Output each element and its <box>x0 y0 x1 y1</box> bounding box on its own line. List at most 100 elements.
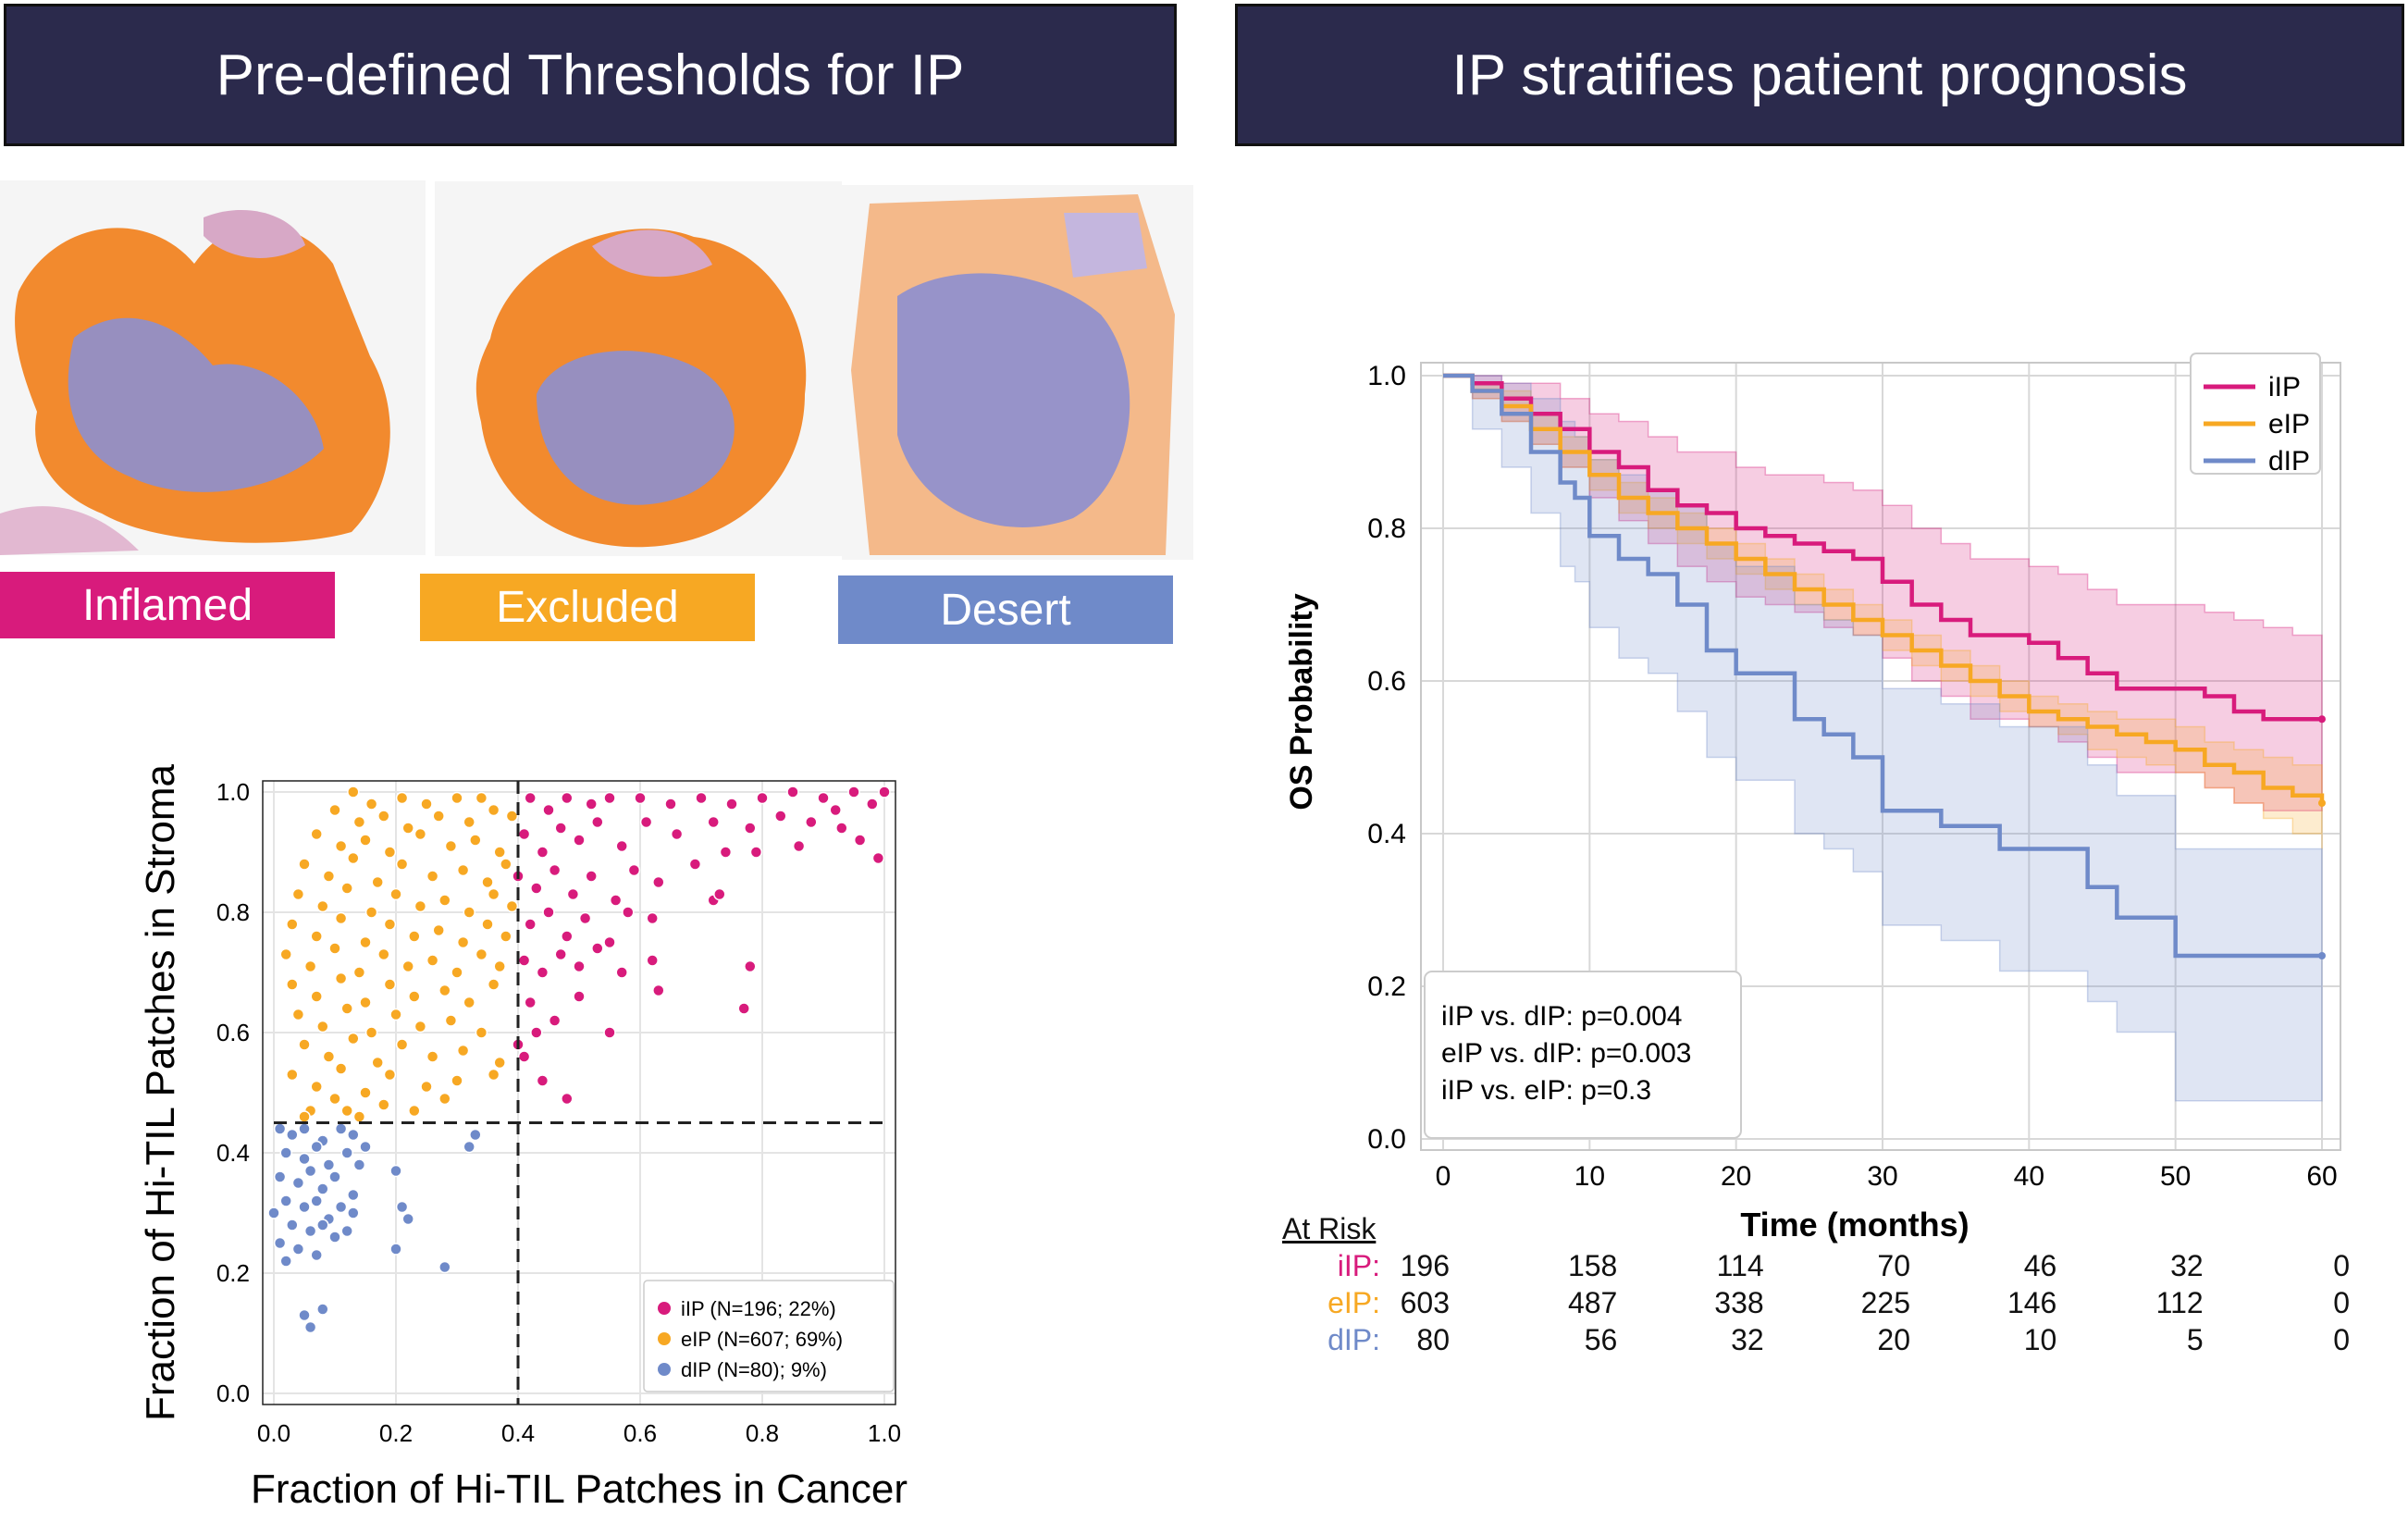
scatter-point-dIP <box>347 1128 360 1142</box>
scatter-point-iIP <box>713 887 726 901</box>
scatter-point-iIP <box>835 822 848 835</box>
scatter-point-dIP <box>328 1231 341 1244</box>
scatter-point-eIP <box>420 1080 433 1094</box>
scatter-point-eIP <box>316 1020 329 1033</box>
scatter-point-eIP <box>401 822 414 835</box>
left-banner-title: Pre-defined Thresholds for IP <box>4 4 1177 146</box>
scatter-point-eIP <box>395 1038 409 1051</box>
scatter-point-eIP <box>359 935 372 949</box>
scatter-point-iIP <box>707 815 720 829</box>
scatter-point-dIP <box>316 1303 329 1316</box>
scatter-point-eIP <box>481 875 494 889</box>
scatter-point-eIP <box>469 834 482 847</box>
km-endpoint-iIP <box>2318 715 2326 724</box>
km-curve-dIP <box>1443 373 2322 959</box>
scatter-frame <box>262 780 896 1405</box>
scatter-point-dIP <box>310 1248 323 1262</box>
scatter-point-iIP <box>634 791 647 805</box>
scatter-point-dIP <box>469 1128 482 1142</box>
km-endpoint-eIP <box>2318 799 2326 807</box>
scatter-legend-box <box>643 1280 895 1392</box>
scatter-point-eIP <box>371 875 384 889</box>
scatter-legend-label-dIP: dIP (N=80); 9%) <box>681 1358 827 1381</box>
scatter-point-eIP <box>432 810 445 823</box>
scatter-point-iIP <box>536 966 550 979</box>
scatter-point-eIP <box>493 1056 506 1070</box>
at-risk-cell: 196 <box>1400 1249 1450 1282</box>
excluded-tissue-image <box>435 181 842 556</box>
scatter-point-dIP <box>334 1122 348 1135</box>
scatter-y-tick: 1.0 <box>216 778 250 806</box>
at-risk-cell: 5 <box>2186 1323 2204 1356</box>
scatter-point-eIP <box>505 810 519 823</box>
scatter-point-eIP <box>426 954 439 967</box>
scatter-point-iIP <box>561 930 574 943</box>
scatter-point-iIP <box>853 834 867 847</box>
scatter-point-iIP <box>548 863 562 877</box>
scatter-y-tick: 0.4 <box>216 1139 250 1167</box>
km-x-tick: 10 <box>1574 1161 1605 1192</box>
right-banner-title: IP stratifies patient prognosis <box>1235 4 2404 146</box>
desert-tissue-image <box>842 185 1193 560</box>
p-value-box <box>1424 971 1742 1139</box>
scatter-point-dIP <box>401 1212 414 1226</box>
scatter-point-eIP <box>456 863 470 877</box>
scatter-point-eIP <box>347 786 360 798</box>
scatter-point-iIP <box>591 815 604 829</box>
scatter-point-iIP <box>719 846 733 859</box>
scatter-point-eIP <box>364 906 378 919</box>
scatter-point-iIP <box>517 827 531 841</box>
scatter-point-eIP <box>432 923 445 937</box>
at-risk-cell: 32 <box>1731 1323 1764 1356</box>
scatter-point-eIP <box>500 930 512 943</box>
scatter-point-eIP <box>310 827 323 841</box>
km-legend-label-eIP: eIP <box>2268 409 2310 439</box>
scatter-point-eIP <box>463 996 475 1009</box>
scatter-chart: 0.0 0.2 0.4 0.6 0.8 1.0 0.0 0.2 0.4 0.6 0.8 1.0 Fr… <box>138 763 908 1508</box>
p-value-text: eIP vs. dIP: p=0.003 <box>1441 1038 1691 1069</box>
km-x-tick: 60 <box>2306 1161 2337 1192</box>
scatter-point-iIP <box>652 984 665 997</box>
scatter-point-iIP <box>744 822 757 835</box>
scatter-point-dIP <box>291 1176 305 1190</box>
scatter-point-eIP <box>426 870 439 883</box>
p-value-text: iIP vs. dIP: p=0.004 <box>1441 1001 1682 1032</box>
scatter-point-eIP <box>438 984 451 997</box>
at-risk-cell: 146 <box>2007 1286 2057 1319</box>
km-x-tick: 0 <box>1436 1161 1451 1192</box>
scatter-point-dIP <box>273 1122 287 1135</box>
scatter-point-iIP <box>524 791 537 805</box>
scatter-point-iIP <box>566 887 580 901</box>
scatter-point-iIP <box>744 959 757 973</box>
scatter-point-iIP <box>805 815 818 829</box>
scatter-point-eIP <box>286 918 299 931</box>
scatter-x-tick: 0.4 <box>501 1419 535 1447</box>
scatter-point-eIP <box>383 918 397 931</box>
scatter-x-tick: 1.0 <box>868 1419 901 1447</box>
scatter-y-tick: 0.2 <box>216 1259 250 1287</box>
scatter-point-iIP <box>524 918 537 931</box>
scatter-point-iIP <box>786 786 799 798</box>
scatter-point-iIP <box>847 786 860 798</box>
scatter-point-dIP <box>328 1170 341 1183</box>
scatter-point-eIP <box>291 887 305 901</box>
scatter-point-eIP <box>438 894 451 907</box>
scatter-point-dIP <box>316 1182 329 1195</box>
scatter-point-eIP <box>377 947 390 961</box>
km-ci-band-eIP <box>1443 375 2323 849</box>
scatter-point-eIP <box>303 959 317 973</box>
km-x-axis-label: Time (months) <box>1740 1206 1969 1244</box>
scatter-point-eIP <box>395 791 409 805</box>
scatter-point-iIP <box>670 827 684 841</box>
scatter-point-iIP <box>639 815 653 829</box>
scatter-point-eIP <box>359 1086 372 1099</box>
scatter-point-iIP <box>548 1014 562 1027</box>
scatter-point-dIP <box>279 1255 292 1268</box>
at-risk-row-label: dIP: <box>1327 1323 1380 1356</box>
scatter-point-iIP <box>561 1092 574 1106</box>
scatter-x-tick: 0.2 <box>379 1419 413 1447</box>
scatter-point-iIP <box>829 803 842 817</box>
scatter-point-dIP <box>303 1164 317 1178</box>
scatter-point-eIP <box>505 899 519 913</box>
scatter-point-eIP <box>408 990 421 1003</box>
